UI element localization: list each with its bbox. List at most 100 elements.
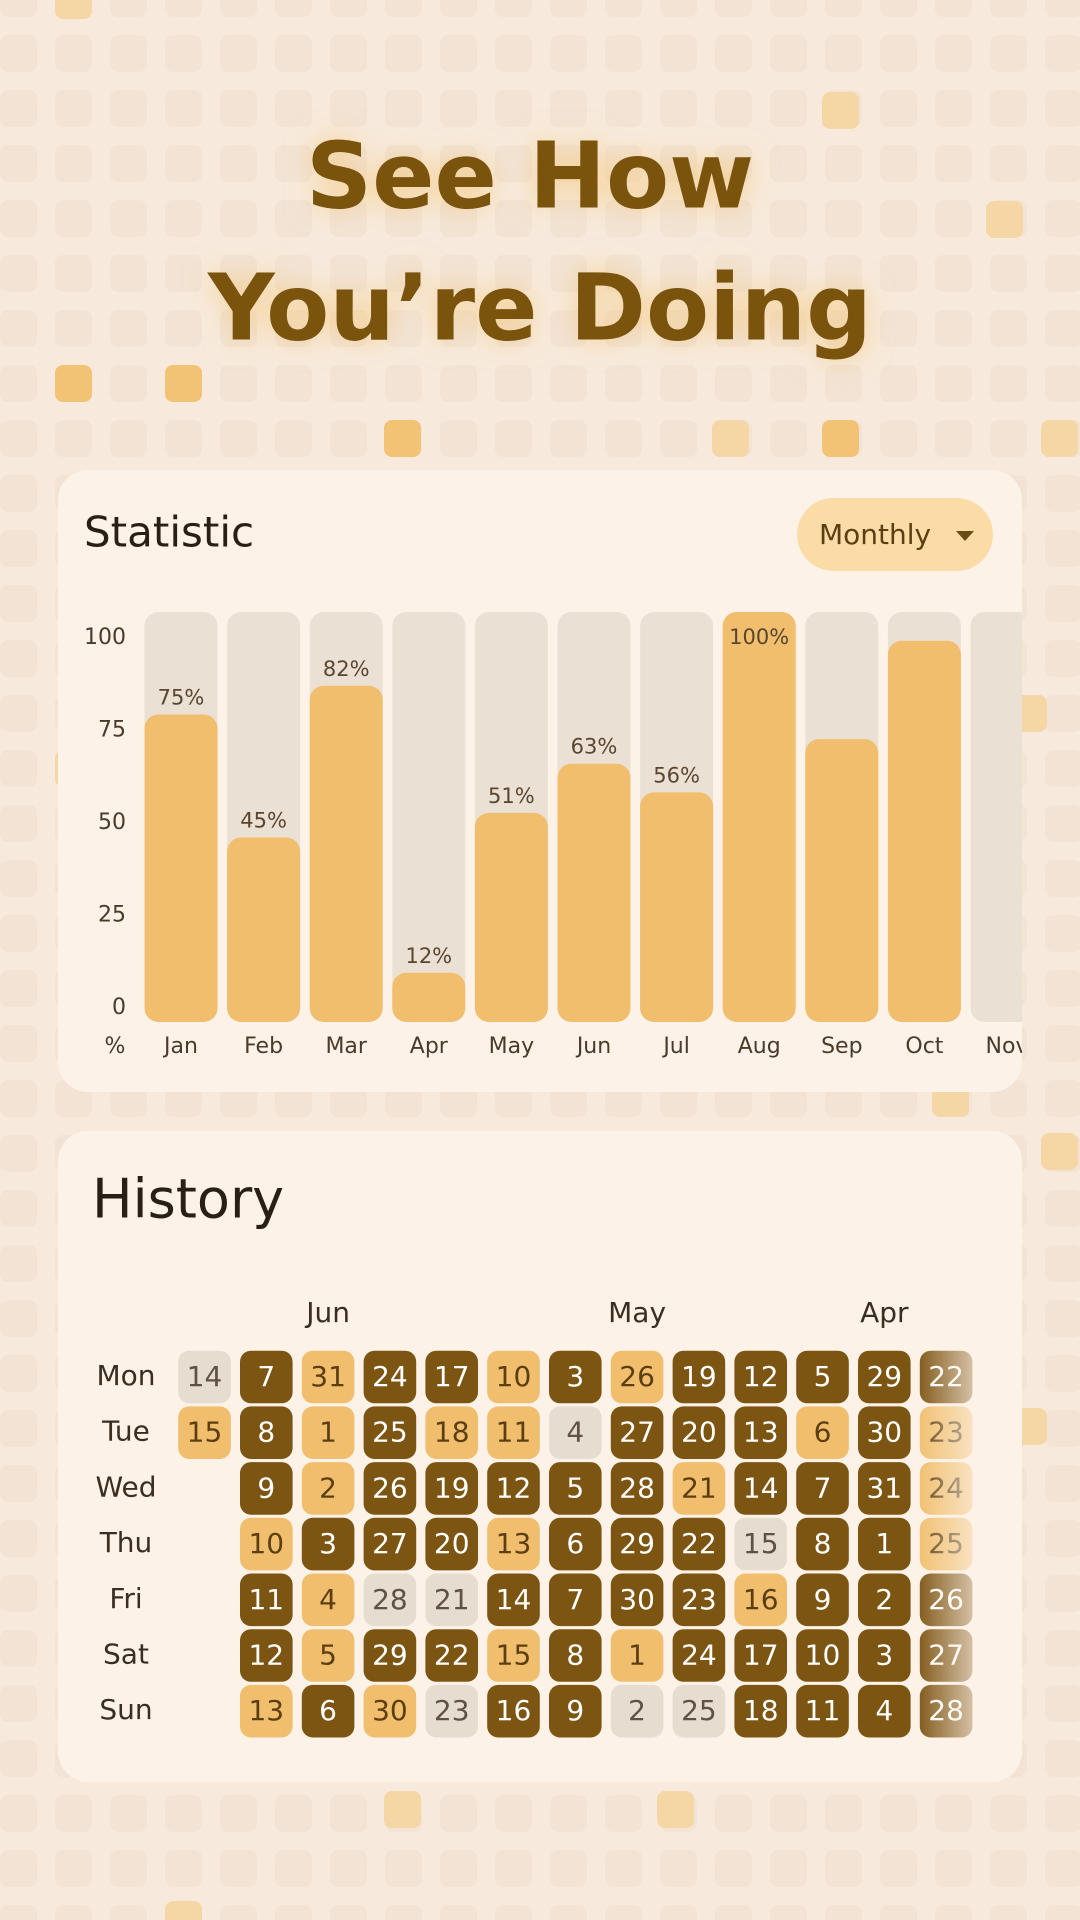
y-tick-label: 25	[98, 903, 126, 928]
x-tick-label: Mar	[325, 1034, 367, 1059]
day-number: 9	[566, 1694, 584, 1727]
header: See How You’re Doing	[207, 122, 872, 361]
day-cell	[858, 1462, 911, 1515]
day-cell	[796, 1629, 849, 1682]
x-tick-label: Oct	[905, 1034, 943, 1059]
day-cell	[549, 1629, 602, 1682]
decor-square	[986, 201, 1023, 238]
day-number: 11	[805, 1694, 841, 1727]
day-cell	[301, 1517, 355, 1571]
day-number: 6	[814, 1416, 832, 1449]
day-number: 8	[566, 1639, 584, 1672]
month-label: May	[608, 1296, 666, 1329]
month-label: Apr	[860, 1296, 909, 1329]
weekday-label: Fri	[109, 1582, 142, 1615]
day-cell	[487, 1517, 540, 1571]
day-cell	[858, 1573, 911, 1627]
day-cell	[301, 1684, 355, 1738]
day-number: 10	[248, 1527, 284, 1560]
day-number: 1	[628, 1639, 646, 1672]
day-cell	[610, 1406, 664, 1459]
day-number: 5	[814, 1360, 832, 1393]
day-cell	[487, 1462, 540, 1515]
day-number: 5	[566, 1471, 584, 1504]
x-tick-label: Jan	[162, 1034, 198, 1059]
day-cell	[363, 1406, 417, 1459]
weekday-label: Wed	[95, 1470, 156, 1503]
x-tick-label: May	[489, 1034, 534, 1059]
day-number: 21	[681, 1471, 717, 1504]
day-cell	[487, 1350, 540, 1404]
value-label: 100%	[729, 625, 789, 649]
day-cell	[240, 1462, 293, 1515]
day-number: 11	[496, 1416, 532, 1449]
x-tick-label: Apr	[410, 1034, 449, 1059]
day-number: 13	[496, 1527, 532, 1560]
day-number: 19	[681, 1360, 717, 1393]
day-cell	[919, 1517, 973, 1571]
day-cell	[672, 1406, 726, 1459]
day-cell	[178, 1406, 231, 1459]
day-cell	[672, 1350, 726, 1404]
value-label: 63%	[571, 735, 618, 759]
day-number: 28	[928, 1694, 964, 1727]
day-number: 25	[681, 1694, 717, 1727]
day-number: 29	[619, 1527, 655, 1560]
day-number: 2	[628, 1694, 646, 1727]
dropdown-pill[interactable]	[797, 498, 993, 571]
day-number: 19	[434, 1471, 470, 1504]
bar-track	[392, 612, 466, 1022]
day-number: 30	[866, 1416, 902, 1449]
day-cell	[240, 1517, 293, 1571]
day-cell	[610, 1573, 664, 1627]
day-cells: 1415789101112133112345624252627282930171…	[178, 1350, 973, 1738]
day-number: 23	[434, 1694, 470, 1727]
bar	[640, 792, 714, 1022]
day-number: 10	[496, 1360, 532, 1393]
day-cell	[425, 1406, 478, 1459]
weekday-label: Thu	[99, 1526, 153, 1559]
day-cell	[919, 1684, 973, 1738]
day-cell	[858, 1684, 911, 1738]
day-number: 31	[866, 1471, 902, 1504]
x-tick-label: Aug	[738, 1034, 781, 1059]
day-number: 28	[372, 1583, 408, 1616]
y-tick-label: 50	[98, 810, 126, 835]
day-cell	[487, 1406, 540, 1459]
day-number: 17	[743, 1639, 779, 1672]
bar-track	[970, 612, 1022, 1022]
day-cell	[487, 1573, 540, 1627]
decor-square	[165, 365, 202, 402]
day-number: 22	[434, 1639, 470, 1672]
day-cell	[919, 1462, 973, 1515]
day-cell	[425, 1684, 478, 1738]
period-dropdown[interactable]: Monthly	[797, 498, 993, 571]
day-cell	[610, 1462, 664, 1515]
day-number: 15	[187, 1416, 223, 1449]
month-label: Jun	[304, 1296, 350, 1329]
day-number: 31	[310, 1360, 346, 1393]
day-number: 18	[434, 1416, 470, 1449]
day-number: 3	[319, 1527, 337, 1560]
decor-square	[165, 1901, 202, 1920]
day-cell	[425, 1350, 478, 1404]
dropdown-label[interactable]: Monthly	[819, 518, 931, 551]
day-number: 25	[928, 1527, 964, 1560]
day-cell	[549, 1573, 602, 1627]
day-cell	[240, 1350, 293, 1404]
weekday-label: Sun	[99, 1693, 152, 1726]
day-cell	[240, 1629, 293, 1682]
day-number: 4	[875, 1694, 893, 1727]
decor-square	[712, 420, 749, 457]
day-cell	[363, 1350, 417, 1404]
day-number: 21	[434, 1583, 470, 1616]
dropdown-caret[interactable]	[956, 531, 974, 541]
day-cell	[549, 1517, 602, 1571]
bar	[805, 739, 879, 1022]
day-number: 16	[496, 1694, 532, 1727]
day-cell	[240, 1684, 293, 1738]
day-number: 9	[257, 1471, 275, 1504]
day-cell	[734, 1573, 787, 1627]
day-number: 7	[257, 1360, 275, 1393]
